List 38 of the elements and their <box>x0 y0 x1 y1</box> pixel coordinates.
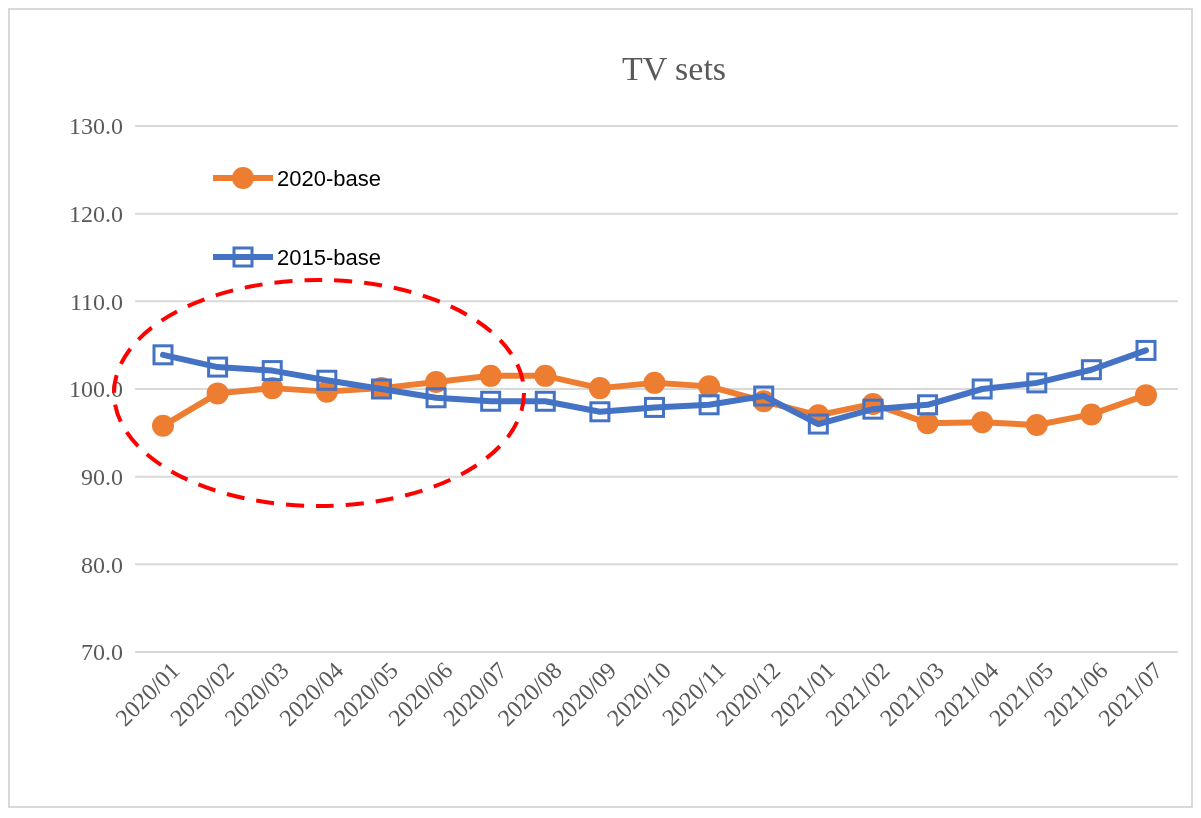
point <box>807 413 829 435</box>
point <box>152 344 174 366</box>
chart-title: TV sets <box>621 50 727 87</box>
point <box>971 378 993 400</box>
point <box>1080 359 1102 381</box>
point <box>1026 372 1048 394</box>
point <box>316 369 338 391</box>
point <box>479 364 502 387</box>
point <box>152 414 174 437</box>
point <box>534 390 556 412</box>
point <box>1025 413 1048 436</box>
y-tick-label: 80.0 <box>81 551 123 578</box>
point <box>643 371 666 394</box>
y-tick-label: 90.0 <box>81 464 123 491</box>
y-tick-label: 120.0 <box>69 201 123 228</box>
point <box>589 401 611 423</box>
y-tick-label: 70.0 <box>81 639 123 666</box>
point <box>480 390 502 412</box>
y-tick-label: 110.0 <box>69 288 123 315</box>
point <box>917 394 939 416</box>
point <box>1135 384 1157 407</box>
point <box>753 385 775 407</box>
point <box>916 412 939 435</box>
point <box>588 377 611 400</box>
point <box>1080 403 1103 426</box>
legend-label: 2015-base <box>277 244 381 270</box>
point <box>261 360 283 382</box>
point <box>206 382 229 405</box>
point <box>1135 339 1157 361</box>
point <box>644 396 665 418</box>
point <box>698 394 720 416</box>
point <box>425 387 447 409</box>
point <box>207 356 229 378</box>
y-tick-label: 130.0 <box>69 113 123 140</box>
point <box>862 398 884 420</box>
legend-label: 2020-base <box>277 165 381 191</box>
point <box>534 364 557 387</box>
point <box>971 411 994 434</box>
